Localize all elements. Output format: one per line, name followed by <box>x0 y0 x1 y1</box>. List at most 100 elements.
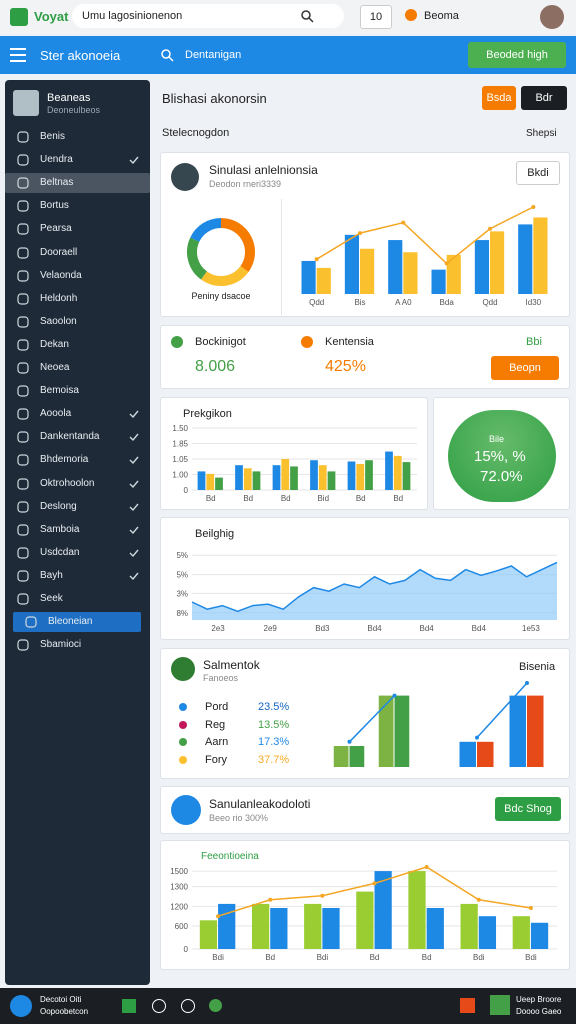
nav-item[interactable]: Bhdemoria <box>5 450 150 470</box>
x-tick-label: Bd <box>370 953 380 962</box>
bar <box>518 224 533 294</box>
nav-item[interactable]: Benis <box>5 127 150 147</box>
legend-value: 23.5% <box>258 701 290 713</box>
line-point <box>314 257 319 262</box>
nav-item[interactable]: Usdcdan <box>5 543 150 563</box>
x-tick-label: 2e9 <box>264 624 278 633</box>
x-tick-label: Bdi <box>317 953 329 962</box>
icon[interactable] <box>460 998 475 1013</box>
nav-item[interactable]: Bleoneian <box>13 612 141 633</box>
icon[interactable] <box>181 999 195 1013</box>
nav-item[interactable]: Oktrohoolon <box>5 474 150 494</box>
nav-icon <box>17 593 29 605</box>
gauge-label: Bile <box>489 434 505 444</box>
nav-icon <box>17 246 29 259</box>
nav-item[interactable]: Pearsa <box>5 219 150 239</box>
donut-segment <box>187 237 208 280</box>
nav-item[interactable]: Deslong <box>5 497 150 517</box>
dropdown[interactable]: Bkdi <box>516 161 560 185</box>
link[interactable]: Bbi <box>526 336 542 348</box>
bar <box>272 465 281 490</box>
nav-icon <box>17 269 29 282</box>
nav-item[interactable]: Bortus <box>5 196 150 216</box>
cta-button[interactable]: Beoded high <box>468 42 566 68</box>
url-field[interactable]: Umu lagosinionenon <box>72 4 344 28</box>
donut-segment <box>220 218 255 272</box>
line-point <box>475 735 479 740</box>
button[interactable]: Bdr <box>521 86 567 110</box>
donut-segment <box>201 265 249 286</box>
bar <box>478 916 497 949</box>
bar <box>327 471 336 490</box>
nav-item[interactable]: Neoea <box>5 358 150 378</box>
nav-item[interactable]: Bemoisa <box>5 381 150 401</box>
bar <box>349 746 365 767</box>
nav-item[interactable]: Bayh <box>5 566 150 586</box>
y-tick-label: 1200 <box>170 902 188 911</box>
url: Umu lagosinionenon <box>82 10 183 22</box>
card-title: Feeontioeina <box>201 851 259 862</box>
donut-segment <box>190 218 222 243</box>
button[interactable]: Beopn <box>491 356 559 380</box>
button[interactable]: Bsda <box>482 86 516 110</box>
legend-dot <box>179 703 187 711</box>
nav-item[interactable]: Seek <box>5 589 150 609</box>
nav-label: Bemoisa <box>40 385 79 397</box>
nav-item[interactable]: Dankentanda <box>5 427 150 447</box>
menu-icon[interactable] <box>10 48 26 62</box>
legend-label: Pord <box>205 701 229 713</box>
icon[interactable] <box>490 995 510 1015</box>
legend-dot <box>179 755 187 764</box>
nav-icon <box>17 293 29 305</box>
y-tick-label: 0 <box>184 945 189 954</box>
nav-icon <box>17 200 29 212</box>
nav-icon <box>17 477 29 490</box>
y-tick-label: 1.05 <box>172 455 188 464</box>
button[interactable]: Bdc Shog <box>495 797 561 821</box>
icon[interactable] <box>122 999 136 1013</box>
nav-icon <box>17 547 29 559</box>
icon[interactable] <box>152 999 166 1013</box>
icon-shape <box>17 639 29 651</box>
section-link[interactable]: Shepsi <box>526 128 557 139</box>
card-right: Bisenia <box>519 661 556 673</box>
gauge-secondary: 72.0% <box>480 468 523 485</box>
nav-item[interactable]: Dekan <box>5 335 150 355</box>
nav-item[interactable]: Heldonh <box>5 289 150 309</box>
check <box>129 572 139 580</box>
bar <box>431 269 446 294</box>
nav-item[interactable]: Dooraell <box>5 243 150 263</box>
nav-icon <box>17 431 29 443</box>
section-title: Stelecnogdon <box>162 127 230 139</box>
nav-item[interactable]: Uendra <box>5 150 150 170</box>
legend-value: 13.5% <box>258 718 290 731</box>
nav-item[interactable]: Samboia <box>5 520 150 540</box>
line <box>476 682 528 739</box>
nav-item[interactable]: Beltnas <box>5 173 150 194</box>
nav-item[interactable]: Aooola <box>5 404 150 424</box>
kpi-label: Kentensia <box>325 336 374 348</box>
search-placeholder[interactable]: Dentanigan <box>185 49 242 61</box>
nav-icon <box>17 408 29 420</box>
avatar[interactable] <box>540 5 564 29</box>
kpi-label: Bockinigot <box>195 336 246 348</box>
icon[interactable] <box>10 995 32 1017</box>
nav-icon <box>17 454 29 466</box>
bar <box>365 460 373 490</box>
icon <box>171 795 201 825</box>
nav-label: Aooola <box>40 408 72 420</box>
browser-bar: Voyat Umu lagosinionenon 10 Beoma <box>0 0 576 34</box>
nav-item[interactable]: Velaonda <box>5 266 150 286</box>
legend-dot <box>179 738 187 746</box>
account[interactable]: Beoma <box>424 10 459 22</box>
icon[interactable] <box>209 999 222 1012</box>
nav-item[interactable]: Sbamioci <box>5 635 150 655</box>
nav-item[interactable]: Saoolon <box>5 312 150 332</box>
tab-count[interactable]: 10 <box>360 5 392 29</box>
nav-icon <box>17 339 29 351</box>
bar <box>533 217 548 294</box>
nav-label: Dankentanda <box>40 431 100 443</box>
icon-shape <box>17 362 29 374</box>
x-tick-label: Bd4 <box>472 624 487 633</box>
icon-shape <box>17 339 29 351</box>
